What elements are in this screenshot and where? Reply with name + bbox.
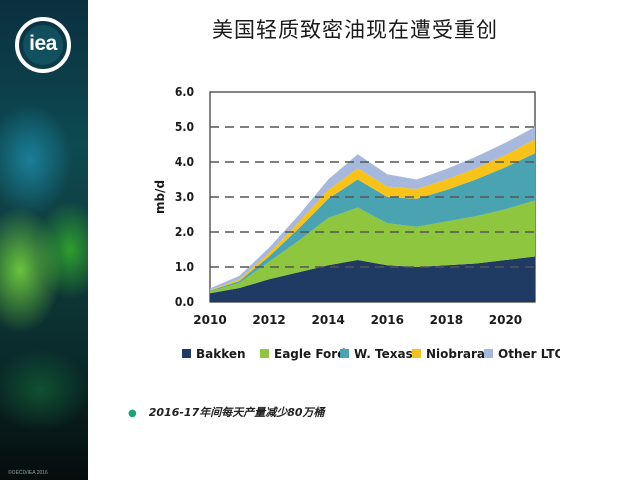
y-tick-label: 6.0: [175, 85, 194, 99]
bullet-text: 2016-17年间每天产量减少80万桶: [148, 406, 325, 419]
logo-text: iea: [29, 32, 57, 55]
x-tick-label: 2014: [311, 313, 344, 327]
area-eagle-ford: [210, 200, 535, 294]
logo-ring-icon: [15, 17, 71, 73]
y-tick-label: 3.0: [175, 190, 194, 204]
y-tick-label: 1.0: [175, 260, 194, 274]
legend-label-other-lto: Other LTO: [498, 347, 560, 361]
y-axis-label: mb/d: [153, 180, 167, 214]
x-tick-label: 2018: [430, 313, 463, 327]
y-tick-label: 2.0: [175, 225, 194, 239]
y-tick-label: 4.0: [175, 155, 194, 169]
legend-label-bakken: Bakken: [196, 347, 246, 361]
legend-swatch-eagle-ford: [260, 349, 269, 358]
area-w-texas: [210, 153, 535, 292]
x-tick-label: 2010: [193, 313, 226, 327]
copyright-text: ©OECD/IEA 2016: [8, 470, 48, 476]
stacked-area-chart: 0.0 1.0 2.0 3.0 4.0 5.0 6.0 2010 2012 2014 2016 201…: [153, 85, 560, 361]
legend-label-eagle-ford: Eagle Ford: [274, 347, 346, 361]
legend-swatch-other-lto: [484, 349, 493, 358]
bullet-point: ● 2016-17年间每天产量减少80万桶: [128, 404, 325, 420]
y-tick-label: 0.0: [175, 295, 194, 309]
area-niobrara: [210, 139, 535, 291]
x-tick-label: 2016: [371, 313, 404, 327]
area-bakken: [210, 256, 535, 302]
x-tick-label: 2020: [489, 313, 522, 327]
legend-swatch-niobrara: [412, 349, 421, 358]
x-tick-label: 2012: [252, 313, 285, 327]
slide-title: 美国轻质致密油现在遭受重创: [212, 18, 498, 42]
area-other-lto: [210, 127, 535, 291]
legend-swatch-bakken: [182, 349, 191, 358]
iea-logo: iea: [14, 16, 72, 74]
y-tick-label: 5.0: [175, 120, 194, 134]
legend-label-w-texas: W. Texas: [354, 347, 413, 361]
legend-swatch-w-texas: [340, 349, 349, 358]
side-decor-band: iea ©OECD/IEA 2016: [0, 0, 88, 480]
bullet-dot-icon: ●: [128, 408, 137, 419]
legend-label-niobrara: Niobrara: [426, 347, 485, 361]
